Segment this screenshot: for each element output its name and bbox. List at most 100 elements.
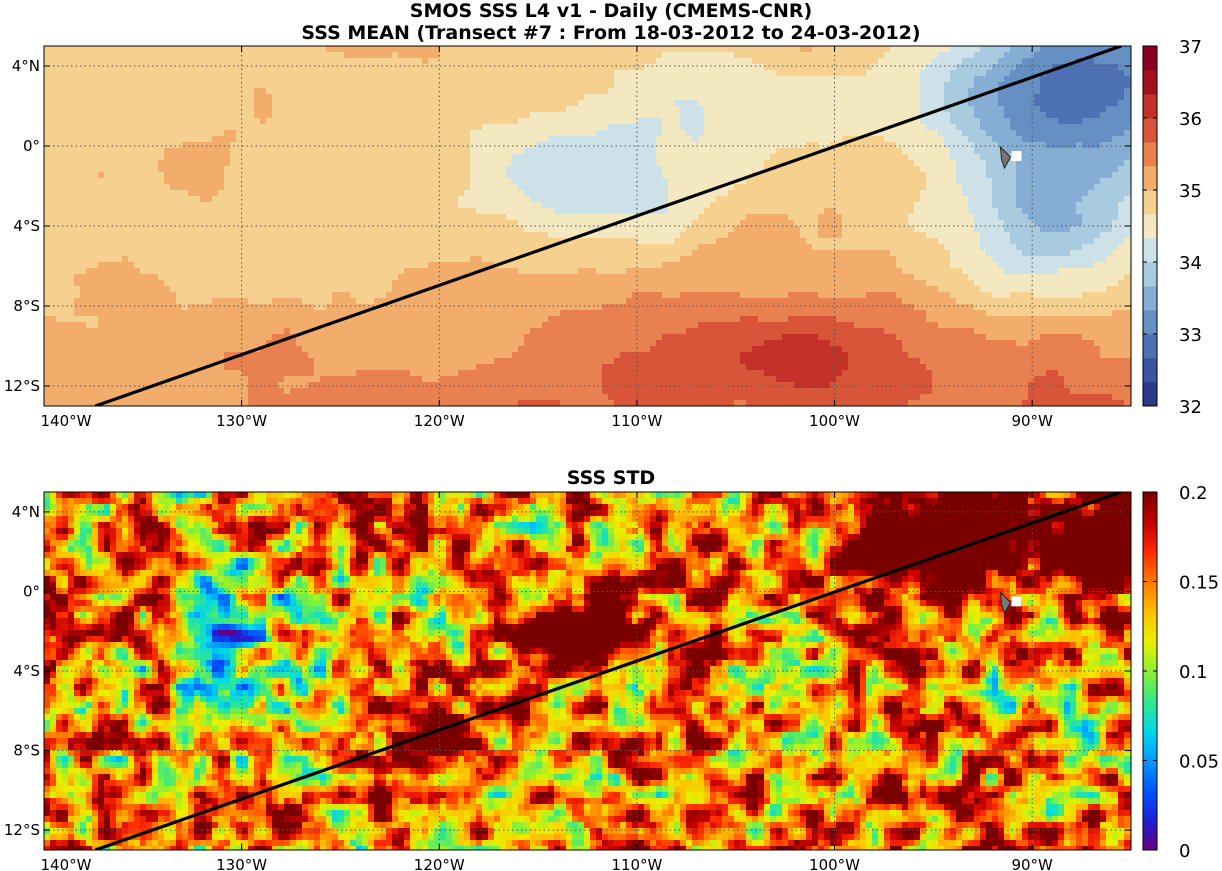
heatmap-cell bbox=[902, 112, 909, 119]
heatmap-cell bbox=[284, 190, 291, 197]
heatmap-cell bbox=[452, 124, 459, 131]
heatmap-cell bbox=[248, 52, 255, 59]
heatmap-cell bbox=[338, 64, 345, 71]
heatmap-cell bbox=[1094, 76, 1101, 83]
heatmap-cell bbox=[566, 148, 573, 155]
heatmap-cell bbox=[1082, 202, 1089, 209]
heatmap-cell bbox=[704, 64, 711, 71]
heatmap-cell bbox=[512, 142, 519, 149]
heatmap-cell bbox=[272, 46, 279, 53]
heatmap-cell bbox=[1046, 160, 1053, 167]
heatmap-cell bbox=[62, 148, 69, 155]
heatmap-cell bbox=[782, 178, 789, 185]
heatmap-cell bbox=[896, 106, 903, 113]
heatmap-cell bbox=[602, 118, 609, 125]
heatmap-cell bbox=[200, 208, 207, 215]
heatmap-cell bbox=[824, 202, 831, 209]
heatmap-cell bbox=[650, 76, 657, 83]
heatmap-cell bbox=[944, 142, 951, 149]
heatmap-cell bbox=[980, 178, 987, 185]
heatmap-cell bbox=[1076, 70, 1083, 77]
heatmap-cell bbox=[350, 142, 357, 149]
heatmap-cell bbox=[818, 130, 825, 137]
heatmap-cell bbox=[260, 154, 267, 161]
heatmap-cell bbox=[680, 64, 687, 71]
heatmap-cell bbox=[848, 82, 855, 89]
heatmap-cell bbox=[956, 124, 963, 131]
heatmap-cell bbox=[194, 130, 201, 137]
heatmap-cell bbox=[974, 172, 981, 179]
heatmap-cell bbox=[608, 112, 615, 119]
heatmap-cell bbox=[878, 136, 885, 143]
heatmap-cell bbox=[842, 70, 849, 77]
heatmap-cell bbox=[1004, 88, 1011, 95]
heatmap-cell bbox=[104, 208, 111, 215]
heatmap-cell bbox=[1052, 46, 1059, 53]
heatmap-cell bbox=[86, 58, 93, 65]
heatmap-cell bbox=[86, 94, 93, 101]
heatmap-cell bbox=[410, 124, 417, 131]
heatmap-cell bbox=[554, 148, 561, 155]
heatmap-cell bbox=[1028, 196, 1035, 203]
heatmap-cell bbox=[1034, 58, 1041, 65]
heatmap-cell bbox=[1124, 136, 1131, 143]
heatmap-cell bbox=[266, 190, 273, 197]
heatmap-cell bbox=[518, 100, 525, 107]
heatmap-cell bbox=[974, 178, 981, 185]
heatmap-cell bbox=[944, 190, 951, 197]
heatmap-cell bbox=[998, 64, 1005, 71]
heatmap-cell bbox=[710, 130, 717, 137]
heatmap-cell bbox=[932, 172, 939, 179]
heatmap-cell bbox=[194, 148, 201, 155]
heatmap-cell bbox=[434, 112, 441, 119]
heatmap-cell bbox=[56, 154, 63, 161]
heatmap-cell bbox=[284, 142, 291, 149]
heatmap-cell bbox=[842, 46, 849, 53]
heatmap-cell bbox=[224, 148, 231, 155]
heatmap-cell bbox=[614, 106, 621, 113]
heatmap-cell bbox=[782, 100, 789, 107]
heatmap-cell bbox=[566, 160, 573, 167]
heatmap-cell bbox=[596, 196, 603, 203]
heatmap-cell bbox=[854, 106, 861, 113]
heatmap-cell bbox=[68, 160, 75, 167]
heatmap-cell bbox=[674, 112, 681, 119]
heatmap-cell bbox=[164, 106, 171, 113]
heatmap-cell bbox=[242, 178, 249, 185]
heatmap-cell bbox=[356, 76, 363, 83]
heatmap-cell bbox=[1118, 184, 1125, 191]
heatmap-cell bbox=[146, 142, 153, 149]
heatmap-cell bbox=[1046, 58, 1053, 65]
heatmap-cell bbox=[902, 94, 909, 101]
heatmap-cell bbox=[992, 172, 999, 179]
heatmap-cell bbox=[890, 172, 897, 179]
heatmap-cell bbox=[572, 172, 579, 179]
heatmap-cell bbox=[620, 148, 627, 155]
heatmap-cell bbox=[470, 82, 477, 89]
heatmap-cell bbox=[80, 64, 87, 71]
heatmap-cell bbox=[380, 136, 387, 143]
heatmap-cell bbox=[182, 70, 189, 77]
heatmap-cell bbox=[512, 136, 519, 143]
heatmap-cell bbox=[152, 124, 159, 131]
heatmap-cell bbox=[908, 202, 915, 209]
heatmap-cell bbox=[818, 202, 825, 209]
heatmap-cell bbox=[230, 178, 237, 185]
heatmap-cell bbox=[638, 64, 645, 71]
heatmap-cell bbox=[704, 94, 711, 101]
heatmap-cell bbox=[350, 166, 357, 173]
heatmap-cell bbox=[830, 202, 837, 209]
heatmap-cell bbox=[800, 88, 807, 95]
heatmap-cell bbox=[332, 88, 339, 95]
heatmap-cell bbox=[1040, 64, 1047, 71]
heatmap-cell bbox=[62, 130, 69, 137]
heatmap-cell bbox=[176, 166, 183, 173]
heatmap-cell bbox=[1094, 70, 1101, 77]
heatmap-cell bbox=[536, 52, 543, 59]
heatmap-cell bbox=[878, 160, 885, 167]
heatmap-cell bbox=[62, 202, 69, 209]
heatmap-cell bbox=[872, 178, 879, 185]
heatmap-cell bbox=[812, 94, 819, 101]
heatmap-cell bbox=[812, 142, 819, 149]
heatmap-cell bbox=[974, 118, 981, 125]
